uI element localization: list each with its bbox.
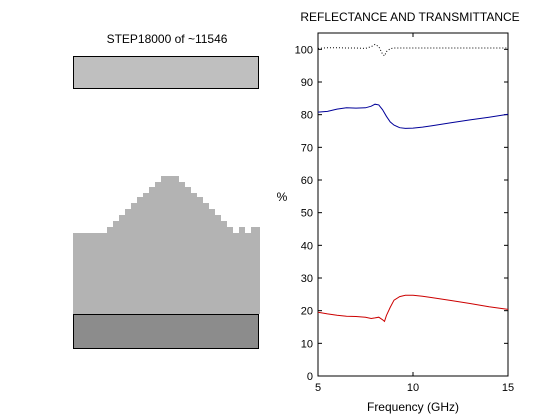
y-tick-label: 90 — [301, 77, 313, 89]
plot-frame — [317, 32, 509, 377]
chart-title: REFLECTANCE AND TRANSMITTANCE — [300, 10, 520, 24]
y-tick-label: 60 — [301, 175, 313, 187]
x-tick-label: 15 — [502, 382, 514, 394]
y-tick-label: 100 — [295, 44, 313, 56]
simulation-title: STEP18000 of ~11546 — [106, 32, 228, 46]
x-tick-label: 10 — [407, 382, 419, 394]
y-tick-label: 80 — [301, 110, 313, 122]
x-tick-label: 5 — [315, 382, 321, 394]
reflectance-line — [317, 294, 509, 323]
y-tick-label: 10 — [301, 338, 313, 350]
y-tick-label: 20 — [301, 306, 313, 318]
bottom-slab — [73, 314, 259, 349]
y-axis: 0 10 20 30 40 50 60 70 80 90 100 — [295, 44, 508, 383]
sum-line — [317, 43, 508, 57]
y-tick-label: 30 — [301, 273, 313, 285]
y-axis-label: % — [277, 190, 288, 204]
field-amplitude-shape — [73, 176, 260, 314]
y-tick-label: 50 — [301, 208, 313, 220]
y-tick-label: 0 — [307, 371, 313, 383]
series-lines — [317, 43, 509, 323]
x-axis-label: Frequency (GHz) — [367, 400, 459, 414]
top-slab — [73, 56, 259, 89]
y-tick-label: 40 — [301, 240, 313, 252]
transmittance-line — [317, 103, 509, 129]
y-tick-label: 70 — [301, 142, 313, 154]
x-axis: 5 10 15 — [315, 33, 514, 394]
